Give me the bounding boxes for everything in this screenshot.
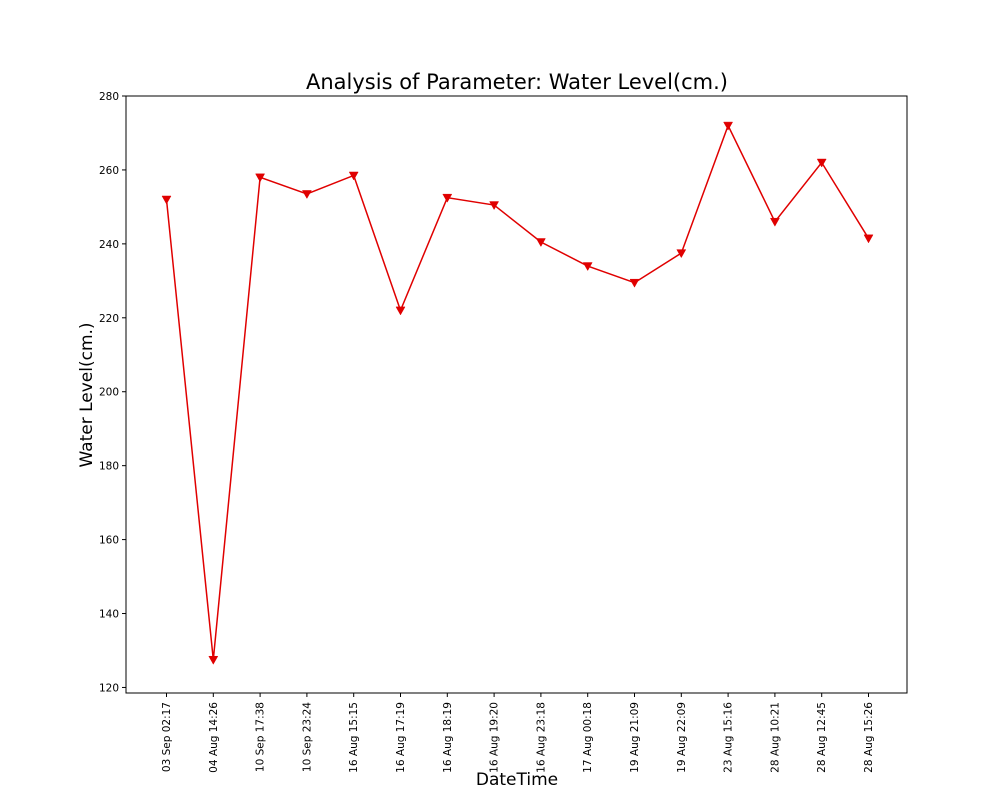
chart-title: Analysis of Parameter: Water Level(cm.) bbox=[306, 70, 728, 94]
x-axis-label: DateTime bbox=[476, 770, 558, 790]
data-point bbox=[863, 234, 874, 244]
data-point bbox=[395, 306, 406, 316]
plot-area: 120 140 160 180 200 220 240 260 280 03 Sep 02:17 0… bbox=[99, 91, 908, 773]
y-axis-label: Water Level(cm.) bbox=[77, 322, 97, 467]
data-point bbox=[629, 278, 640, 288]
data-point bbox=[489, 201, 500, 211]
y-tick-label: 220 bbox=[99, 313, 119, 325]
data-point bbox=[676, 249, 687, 259]
x-tick-label: 10 Sep 17:38 bbox=[255, 702, 267, 772]
x-tick-label: 10 Sep 23:24 bbox=[301, 702, 313, 772]
y-tick-label: 200 bbox=[99, 387, 119, 399]
data-point bbox=[769, 217, 780, 227]
data-point bbox=[816, 158, 827, 168]
y-tick-label: 240 bbox=[99, 239, 119, 251]
y-tick-label: 260 bbox=[99, 165, 119, 177]
y-tick-label: 180 bbox=[99, 461, 119, 473]
x-tick-label: 23 Aug 15:16 bbox=[723, 702, 735, 773]
series-line bbox=[165, 123, 870, 660]
x-tick-label: 16 Aug 17:19 bbox=[395, 702, 407, 773]
data-point bbox=[348, 171, 359, 181]
x-tick-label: 19 Aug 22:09 bbox=[676, 702, 688, 773]
x-tick-label: 16 Aug 18:19 bbox=[442, 702, 454, 773]
y-tick-label: 140 bbox=[99, 609, 119, 621]
x-tick-label: 16 Aug 19:20 bbox=[489, 702, 501, 773]
data-point bbox=[301, 190, 312, 199]
data-point bbox=[161, 195, 172, 205]
x-tick-label: 16 Aug 23:18 bbox=[535, 702, 547, 773]
data-point bbox=[535, 238, 546, 248]
plot-frame bbox=[125, 95, 908, 694]
data-point bbox=[723, 121, 734, 131]
data-point bbox=[208, 655, 219, 665]
y-tick-label: 120 bbox=[99, 682, 119, 694]
x-tick-label: 28 Aug 12:45 bbox=[816, 702, 828, 773]
data-point bbox=[255, 173, 266, 183]
x-tick-label: 28 Aug 10:21 bbox=[769, 702, 781, 773]
x-tick-label: 19 Aug 21:09 bbox=[629, 702, 641, 773]
data-point bbox=[442, 193, 453, 203]
x-tick-label: 04 Aug 14:26 bbox=[208, 702, 220, 773]
x-tick-label: 17 Aug 00:18 bbox=[582, 702, 594, 773]
x-tick-label: 03 Sep 02:17 bbox=[161, 702, 173, 772]
y-tick-label: 160 bbox=[99, 535, 119, 547]
y-tick-label: 280 bbox=[99, 91, 119, 103]
data-point bbox=[582, 262, 593, 272]
x-tick-label: 28 Aug 15:26 bbox=[863, 702, 875, 773]
x-tick-label: 16 Aug 15:15 bbox=[348, 702, 360, 773]
